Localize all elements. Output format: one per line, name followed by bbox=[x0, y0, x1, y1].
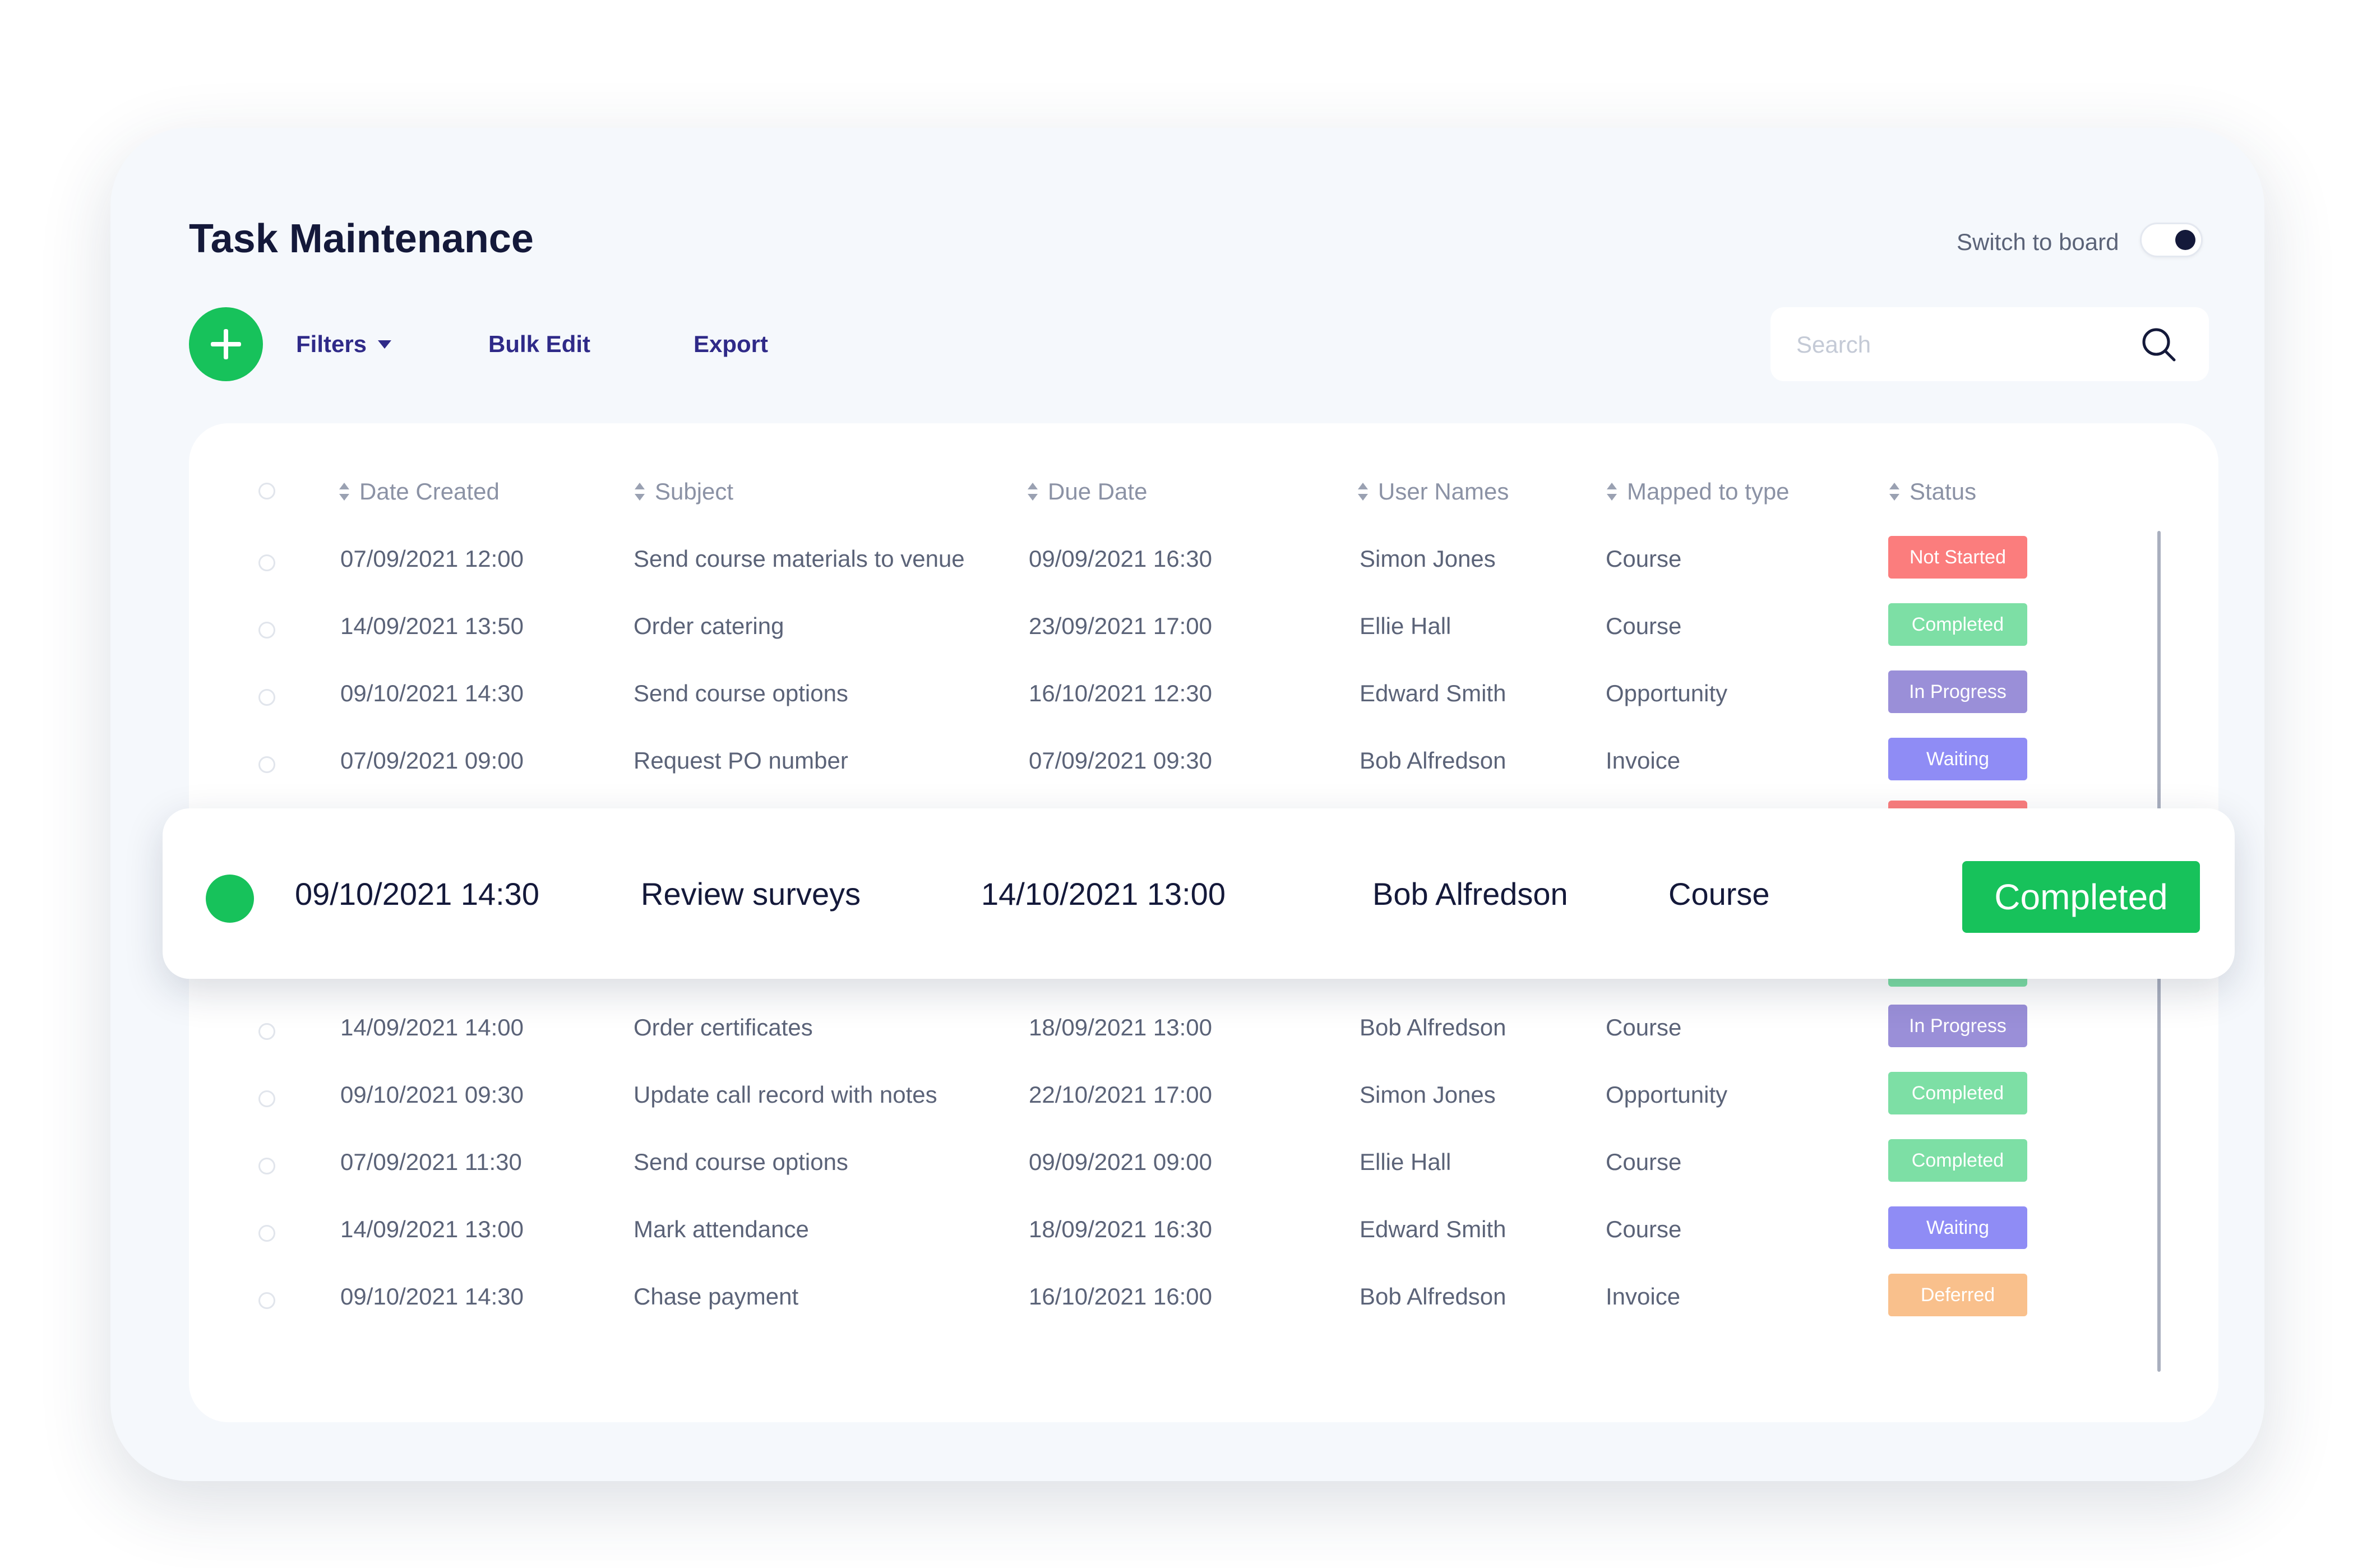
column-header-due-date[interactable]: Due Date bbox=[1027, 478, 1147, 505]
status-badge: Waiting bbox=[1888, 1206, 2027, 1249]
status-badge: In Progress bbox=[1888, 670, 2027, 713]
switch-to-board-toggle[interactable] bbox=[2140, 223, 2203, 257]
featured-status-badge[interactable]: Completed bbox=[1962, 861, 2200, 933]
row-checkbox[interactable] bbox=[258, 689, 275, 706]
column-header-mapped-to-type[interactable]: Mapped to type bbox=[1606, 478, 1790, 505]
filters-label: Filters bbox=[296, 331, 367, 357]
filters-dropdown[interactable]: Filters bbox=[296, 331, 392, 358]
sort-icon bbox=[635, 483, 645, 501]
select-all-checkbox[interactable] bbox=[258, 483, 275, 499]
column-header-user-names[interactable]: User Names bbox=[1357, 478, 1509, 505]
column-header-date-created[interactable]: Date Created bbox=[338, 478, 500, 505]
featured-due-date: 14/10/2021 13:00 bbox=[981, 876, 1226, 912]
sort-icon bbox=[339, 483, 349, 501]
sort-icon bbox=[1358, 483, 1368, 501]
table-row[interactable]: 07/09/2021 11:30 Send course options 09/… bbox=[0, 1132, 2367, 1200]
table-row[interactable]: 07/09/2021 09:00 Request PO number 07/09… bbox=[0, 731, 2367, 798]
row-checkbox[interactable] bbox=[258, 756, 275, 773]
column-header-subject[interactable]: Subject bbox=[634, 478, 733, 505]
search-icon[interactable] bbox=[2139, 325, 2178, 363]
status-badge: Waiting bbox=[1888, 738, 2027, 780]
export-button[interactable]: Export bbox=[694, 331, 769, 357]
add-task-button[interactable] bbox=[189, 307, 263, 381]
table-row[interactable]: 09/10/2021 14:30 Send course options 16/… bbox=[0, 664, 2367, 731]
plus-icon bbox=[211, 329, 241, 359]
table-row[interactable]: 09/10/2021 14:30 Chase payment 16/10/202… bbox=[0, 1267, 2367, 1334]
featured-user-name: Bob Alfredson bbox=[1372, 876, 1568, 912]
sort-icon bbox=[1028, 483, 1038, 501]
status-badge: Deferred bbox=[1888, 1274, 2027, 1316]
row-checkbox[interactable] bbox=[258, 1023, 275, 1040]
table-row[interactable]: 14/09/2021 14:00 Order certificates 18/0… bbox=[0, 998, 2367, 1065]
status-badge: Not Started bbox=[1888, 536, 2027, 579]
toggle-knob bbox=[2175, 230, 2195, 250]
caret-down-icon bbox=[378, 340, 392, 349]
row-checkbox[interactable] bbox=[258, 1225, 275, 1242]
sort-icon bbox=[1889, 483, 1899, 501]
status-badge: Completed bbox=[1888, 1072, 2027, 1114]
row-checkbox[interactable] bbox=[258, 1158, 275, 1174]
sort-icon bbox=[1607, 483, 1617, 501]
table-row[interactable]: 09/10/2021 09:30 Update call record with… bbox=[0, 1065, 2367, 1132]
status-badge: Completed bbox=[1888, 1139, 2027, 1182]
bulk-edit-button[interactable]: Bulk Edit bbox=[488, 331, 591, 357]
column-header-status[interactable]: Status bbox=[1888, 478, 1976, 505]
featured-date-created: 09/10/2021 14:30 bbox=[295, 876, 539, 912]
page-title: Task Maintenance bbox=[189, 216, 534, 261]
status-badge: Completed bbox=[1888, 603, 2027, 646]
search-box bbox=[1770, 307, 2209, 382]
row-checkbox[interactable] bbox=[258, 622, 275, 639]
table-row[interactable]: 07/09/2021 12:00 Send course materials t… bbox=[0, 529, 2367, 596]
row-selected-indicator[interactable] bbox=[206, 875, 254, 923]
status-badge: In Progress bbox=[1888, 1005, 2027, 1047]
table-row[interactable]: 14/09/2021 13:50 Order catering 23/09/20… bbox=[0, 596, 2367, 664]
search-input[interactable] bbox=[1795, 307, 2134, 382]
table-row[interactable]: 14/09/2021 13:00 Mark attendance 18/09/2… bbox=[0, 1200, 2367, 1267]
row-checkbox[interactable] bbox=[258, 1292, 275, 1309]
row-checkbox[interactable] bbox=[258, 1090, 275, 1107]
featured-task-row[interactable]: 09/10/2021 14:30 Review surveys 14/10/20… bbox=[163, 808, 2235, 979]
featured-subject: Review surveys bbox=[641, 876, 861, 912]
row-checkbox[interactable] bbox=[258, 554, 275, 571]
featured-mapped-type: Course bbox=[1668, 876, 1770, 912]
switch-to-board-label: Switch to board bbox=[1957, 229, 2119, 255]
